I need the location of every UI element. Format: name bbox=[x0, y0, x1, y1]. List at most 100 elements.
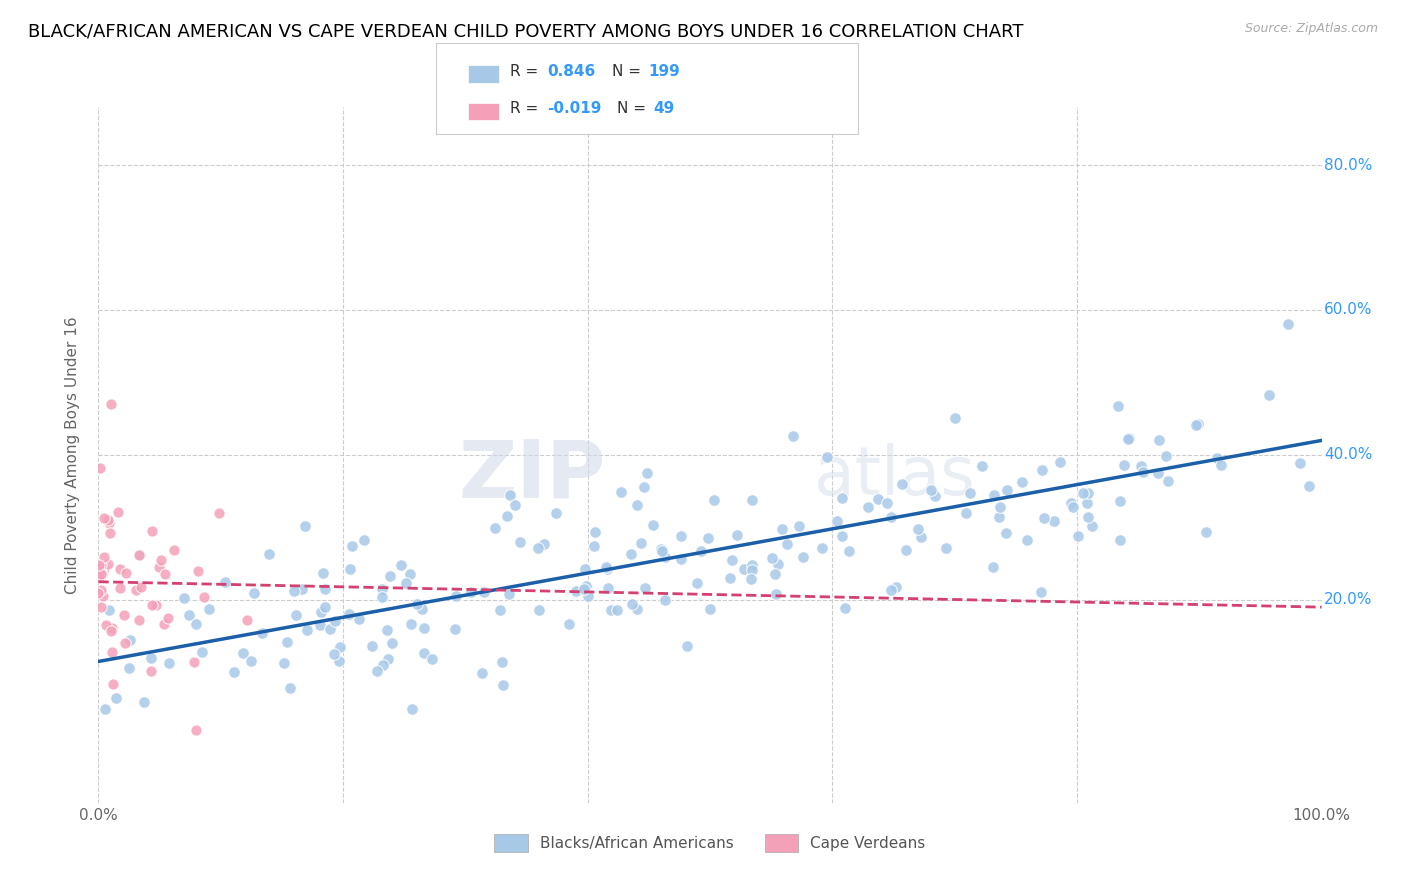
Point bbox=[671, 529, 693, 543]
Point bbox=[183, 655, 205, 669]
Point bbox=[87, 586, 110, 600]
Point bbox=[988, 509, 1011, 524]
Point bbox=[699, 602, 721, 616]
Point bbox=[139, 664, 162, 678]
Point bbox=[413, 646, 436, 660]
Point bbox=[596, 581, 619, 595]
Point bbox=[222, 665, 245, 679]
Point bbox=[360, 639, 382, 653]
Point bbox=[150, 552, 173, 566]
Point bbox=[323, 648, 346, 662]
Point bbox=[741, 558, 763, 573]
Point bbox=[935, 541, 957, 555]
Point bbox=[856, 500, 879, 515]
Point bbox=[1258, 388, 1281, 402]
Point bbox=[1076, 496, 1098, 510]
Point bbox=[1187, 417, 1209, 432]
Point bbox=[399, 567, 422, 582]
Point bbox=[766, 557, 789, 571]
Point bbox=[499, 488, 522, 502]
Point bbox=[1015, 533, 1038, 547]
Point bbox=[280, 681, 302, 695]
Point bbox=[1118, 431, 1140, 445]
Point bbox=[1031, 463, 1053, 477]
Point bbox=[375, 623, 398, 637]
Point bbox=[98, 526, 121, 541]
Text: R =: R = bbox=[510, 64, 538, 78]
Point bbox=[235, 613, 257, 627]
Point bbox=[273, 656, 295, 670]
Point bbox=[696, 531, 718, 545]
Point bbox=[125, 582, 148, 597]
Point bbox=[312, 566, 335, 580]
Point bbox=[1147, 434, 1170, 448]
Point bbox=[1109, 493, 1132, 508]
Point bbox=[1071, 485, 1094, 500]
Point bbox=[599, 603, 621, 617]
Point bbox=[134, 695, 156, 709]
Point bbox=[634, 582, 657, 596]
Point bbox=[101, 677, 124, 691]
Point bbox=[491, 655, 513, 669]
Point bbox=[792, 550, 814, 565]
Point bbox=[725, 528, 748, 542]
Point bbox=[186, 723, 208, 738]
Text: R =: R = bbox=[510, 102, 538, 116]
Point bbox=[90, 558, 112, 573]
Point bbox=[1062, 500, 1084, 515]
Point bbox=[309, 618, 332, 632]
Point bbox=[817, 450, 839, 464]
Point bbox=[284, 607, 307, 622]
Point bbox=[876, 496, 898, 510]
Text: -0.019: -0.019 bbox=[547, 102, 602, 116]
Point bbox=[787, 518, 810, 533]
Point bbox=[827, 514, 849, 528]
Point bbox=[896, 542, 918, 557]
Point bbox=[401, 701, 423, 715]
Point bbox=[595, 560, 617, 574]
Point bbox=[101, 621, 124, 635]
Point bbox=[395, 575, 418, 590]
Point bbox=[472, 584, 495, 599]
Point bbox=[1116, 432, 1139, 446]
Point bbox=[959, 486, 981, 500]
Point bbox=[1080, 518, 1102, 533]
Point bbox=[741, 492, 763, 507]
Point bbox=[420, 651, 443, 665]
Text: atlas: atlas bbox=[814, 442, 974, 508]
Point bbox=[145, 599, 167, 613]
Point bbox=[866, 492, 889, 507]
Point bbox=[107, 505, 129, 519]
Point bbox=[90, 582, 112, 597]
Point bbox=[208, 507, 231, 521]
Text: N =: N = bbox=[617, 102, 647, 116]
Point bbox=[596, 562, 619, 576]
Point bbox=[100, 624, 122, 639]
Point bbox=[108, 581, 131, 595]
Point bbox=[141, 651, 163, 665]
Point bbox=[565, 583, 588, 598]
Point bbox=[576, 589, 599, 603]
Point bbox=[770, 522, 793, 536]
Point bbox=[93, 511, 115, 525]
Point bbox=[97, 603, 120, 617]
Point bbox=[1077, 486, 1099, 500]
Point bbox=[733, 562, 755, 576]
Point bbox=[381, 636, 404, 650]
Point bbox=[377, 651, 399, 665]
Y-axis label: Child Poverty Among Boys Under 16: Child Poverty Among Boys Under 16 bbox=[65, 316, 80, 594]
Point bbox=[488, 603, 510, 617]
Point bbox=[153, 567, 176, 582]
Point bbox=[880, 509, 903, 524]
Point bbox=[191, 645, 214, 659]
Point bbox=[94, 617, 117, 632]
Point bbox=[831, 529, 853, 543]
Point bbox=[371, 590, 394, 604]
Point bbox=[389, 558, 412, 572]
Point bbox=[533, 537, 555, 551]
Point bbox=[177, 607, 200, 622]
Point bbox=[1033, 511, 1056, 525]
Point bbox=[651, 544, 673, 558]
Point bbox=[239, 655, 262, 669]
Point bbox=[129, 548, 152, 562]
